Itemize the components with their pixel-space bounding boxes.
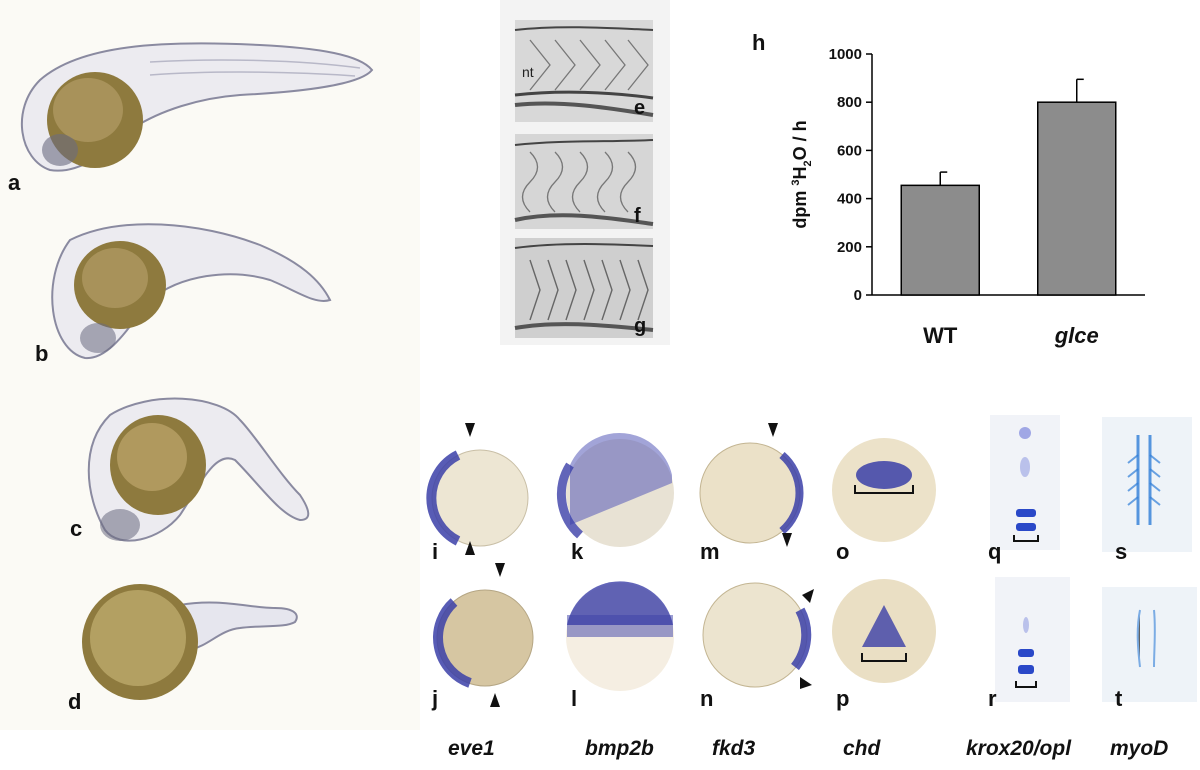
panel-label-g: g — [634, 315, 647, 337]
panel-label-e: e — [634, 97, 646, 119]
insitu-panel-l — [566, 581, 674, 691]
y-tick-label-5: 1000 — [829, 46, 862, 63]
insitu-panel-s — [1102, 417, 1192, 552]
panel-label-c: c — [70, 516, 83, 541]
insitu-panel-i — [426, 423, 529, 555]
panel-label-s: s — [1115, 539, 1128, 564]
insitu-panel-q — [990, 415, 1060, 550]
panel-label-q: q — [988, 539, 1002, 564]
insitu-panel-o — [832, 438, 936, 542]
panel-label-b: b — [35, 341, 49, 366]
insitu-panel-k — [556, 432, 674, 547]
somite-annotation: nt — [522, 64, 534, 80]
panel-label-p: p — [836, 686, 850, 711]
y-tick-label-3: 600 — [837, 142, 862, 159]
insitu-panel-n — [702, 582, 814, 689]
y-tick-label-4: 800 — [837, 94, 862, 111]
y-tick-label-1: 200 — [837, 239, 862, 256]
panel-label-l: l — [571, 686, 578, 711]
insitu-panel-p — [832, 579, 936, 683]
insitu-panel-t — [1102, 587, 1197, 702]
x-category-label-glce: glce — [1054, 323, 1099, 348]
embryo-panel-d — [0, 570, 420, 730]
somite-panel-g — [514, 238, 654, 338]
somite-panel-f — [514, 134, 654, 229]
panel-label-t: t — [1115, 686, 1123, 711]
panel-label-f: f — [634, 205, 641, 227]
y-axis-label: dpm 3H2O / h — [790, 120, 814, 228]
panel-label-a: a — [8, 170, 21, 195]
somite-panels — [500, 0, 670, 345]
panel-label-r: r — [988, 686, 997, 711]
panel-label-i: i — [432, 539, 439, 564]
somite-panel-e — [514, 20, 654, 122]
panel-label-k: k — [571, 539, 584, 564]
insitu-panel-j — [433, 563, 534, 707]
gene-label-chd: chd — [843, 737, 881, 760]
x-category-label-WT: WT — [923, 323, 958, 348]
insitu-panels — [426, 415, 1197, 707]
gene-label-myod: myoD — [1110, 737, 1169, 760]
bar-chart-h: 0 200 400 600 800 1000 WT glce dpm 3H2O / h — [790, 46, 1145, 348]
embryo-panel-a — [0, 0, 420, 200]
bar-glce — [1037, 101, 1117, 296]
gene-label-krox20-opl: krox20/opl — [966, 737, 1072, 760]
panel-label-o: o — [836, 539, 850, 564]
insitu-panel-m — [699, 423, 804, 547]
gene-label-eve1: eve1 — [448, 737, 495, 760]
y-tick-label-0: 0 — [854, 287, 862, 304]
insitu-panel-r — [995, 577, 1070, 702]
y-tick-label-2: 400 — [837, 191, 862, 208]
panel-label-n: n — [700, 686, 714, 711]
embryo-panel-b — [0, 200, 420, 375]
panel-label-m: m — [700, 539, 720, 564]
panel-label-h: h — [752, 30, 766, 55]
panel-label-j: j — [432, 686, 439, 711]
bar-WT — [900, 184, 980, 296]
gene-label-bmp2b: bmp2b — [585, 737, 654, 760]
gene-label-fkd3: fkd3 — [712, 737, 756, 760]
panel-label-d: d — [68, 689, 82, 714]
embryo-panel-c — [0, 375, 420, 570]
